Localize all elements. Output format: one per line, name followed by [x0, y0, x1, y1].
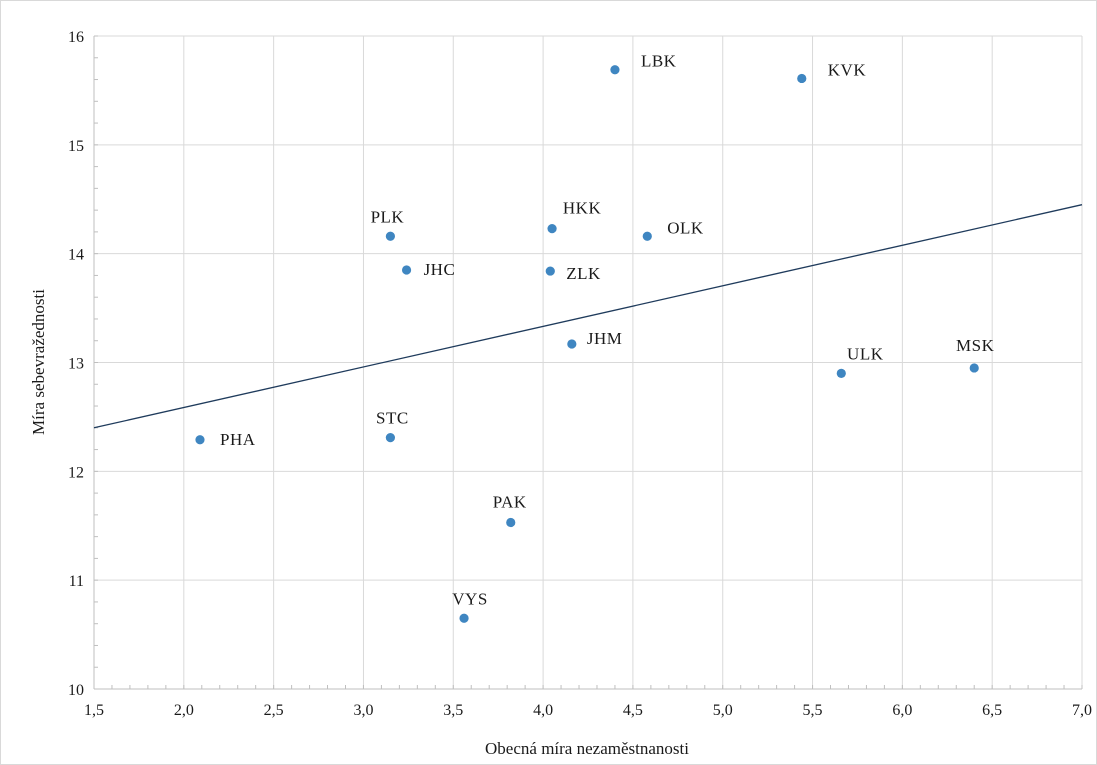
data-point-plk — [385, 231, 395, 241]
data-point-msk — [969, 363, 979, 373]
x-tick-label: 4,5 — [623, 702, 643, 719]
data-point-jhc — [401, 265, 412, 275]
data-label-hkk: HKK — [563, 199, 602, 218]
data-label-msk: MSK — [956, 336, 995, 355]
y-tick-label: 14 — [68, 247, 84, 264]
data-point-stc — [385, 432, 395, 443]
x-axis-title: Obecná míra nezaměstnanosti — [485, 739, 689, 758]
x-tick-label: 2,0 — [174, 702, 194, 719]
data-point-kvk — [797, 73, 807, 84]
y-tick-label: 13 — [68, 356, 84, 373]
y-tick-label: 16 — [68, 29, 84, 46]
data-label-ulk: ULK — [847, 344, 884, 363]
data-label-stc: STC — [376, 409, 409, 428]
data-point-olk — [642, 231, 652, 241]
x-tick-label: 5,5 — [803, 702, 823, 719]
data-label-kvk: KVK — [828, 60, 867, 79]
y-tick-label: 12 — [68, 464, 84, 481]
y-tick-label: 11 — [69, 573, 84, 590]
data-label-jhm: JHM — [587, 329, 623, 348]
y-axis-title: Míra sebevražednosti — [29, 289, 48, 435]
x-tick-label: 5,0 — [713, 702, 733, 719]
x-tick-label: 3,5 — [443, 702, 463, 719]
data-label-lbk: LBK — [641, 52, 677, 71]
axis-layer: 1,5 2,0 2,5 3,0 3,5 4,0 4,5 5,0 5,5 6,0 6,5 7,0 10 11… — [68, 29, 1092, 719]
point-label-layer: PHA STC PLK JHC VYS PAK ZLK HKK JHM LBK OLK KVK ULK M… — [220, 52, 995, 609]
data-point-pha — [195, 435, 205, 445]
data-point-vys — [459, 613, 469, 623]
data-point-ulk — [836, 368, 846, 378]
data-label-zlk: ZLK — [566, 264, 601, 283]
x-tick-label: 7,0 — [1072, 702, 1092, 719]
x-tick-label: 6,0 — [892, 702, 912, 719]
data-point-pak — [506, 517, 516, 528]
x-tick-label: 3,0 — [353, 702, 373, 719]
y-tick-label: 10 — [68, 682, 84, 699]
data-label-vys: VYS — [452, 589, 488, 608]
point-layer — [195, 65, 979, 623]
x-tick-label: 2,5 — [264, 702, 284, 719]
x-tick-label: 1,5 — [84, 702, 104, 719]
x-tick-label: 6,5 — [982, 702, 1002, 719]
data-point-hkk — [547, 224, 557, 234]
data-point-zlk — [545, 266, 555, 276]
trendline-layer — [93, 204, 1083, 429]
y-tick-label: 15 — [68, 138, 84, 155]
data-point-jhm — [567, 339, 577, 349]
data-label-olk: OLK — [667, 218, 704, 237]
data-label-pha: PHA — [220, 430, 256, 449]
grid-layer — [93, 35, 1083, 690]
trendline — [93, 204, 1083, 429]
x-tick-label: 4,0 — [533, 702, 553, 719]
data-label-plk: PLK — [371, 207, 405, 226]
data-point-lbk — [610, 65, 620, 75]
data-label-jhc: JHC — [424, 260, 456, 279]
data-label-pak: PAK — [493, 492, 527, 511]
